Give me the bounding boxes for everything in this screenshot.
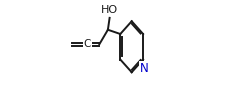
Text: HO: HO	[101, 5, 118, 15]
Text: C: C	[83, 39, 91, 49]
Text: N: N	[139, 62, 148, 75]
